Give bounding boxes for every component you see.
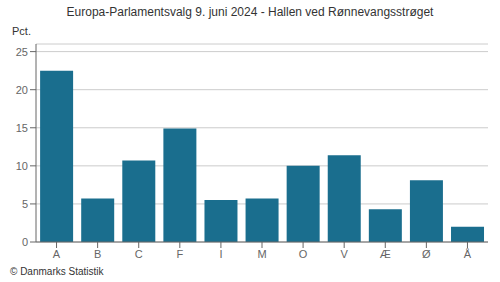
html-text:Europa-Parlamentsvalg 9. juni: Europa-Parlamentsvalg 9. juni 2024 - Hal… (66, 5, 434, 19)
svg-text:0: 0 (22, 236, 28, 248)
svg-text:A: A (53, 248, 61, 260)
svg-text:10: 10 (16, 160, 28, 172)
svg-text:V: V (341, 248, 349, 260)
svg-text:F: F (176, 248, 183, 260)
svg-text:25: 25 (16, 46, 28, 58)
svg-text:O: O (299, 248, 308, 260)
svg-text:I: I (219, 248, 222, 260)
html-text:Pct.: Pct. (12, 25, 31, 37)
svg-text:Æ: Æ (380, 248, 391, 260)
svg-text:Å: Å (464, 248, 472, 260)
svg-text:M: M (257, 248, 266, 260)
html-text:© Danmarks Statistik: © Danmarks Statistik (10, 266, 104, 277)
svg-text:15: 15 (16, 122, 28, 134)
svg-text:20: 20 (16, 84, 28, 96)
svg-text:C: C (135, 248, 143, 260)
svg-text:5: 5 (22, 198, 28, 210)
svg-text:Ø: Ø (422, 248, 431, 260)
svg-text:B: B (94, 248, 101, 260)
